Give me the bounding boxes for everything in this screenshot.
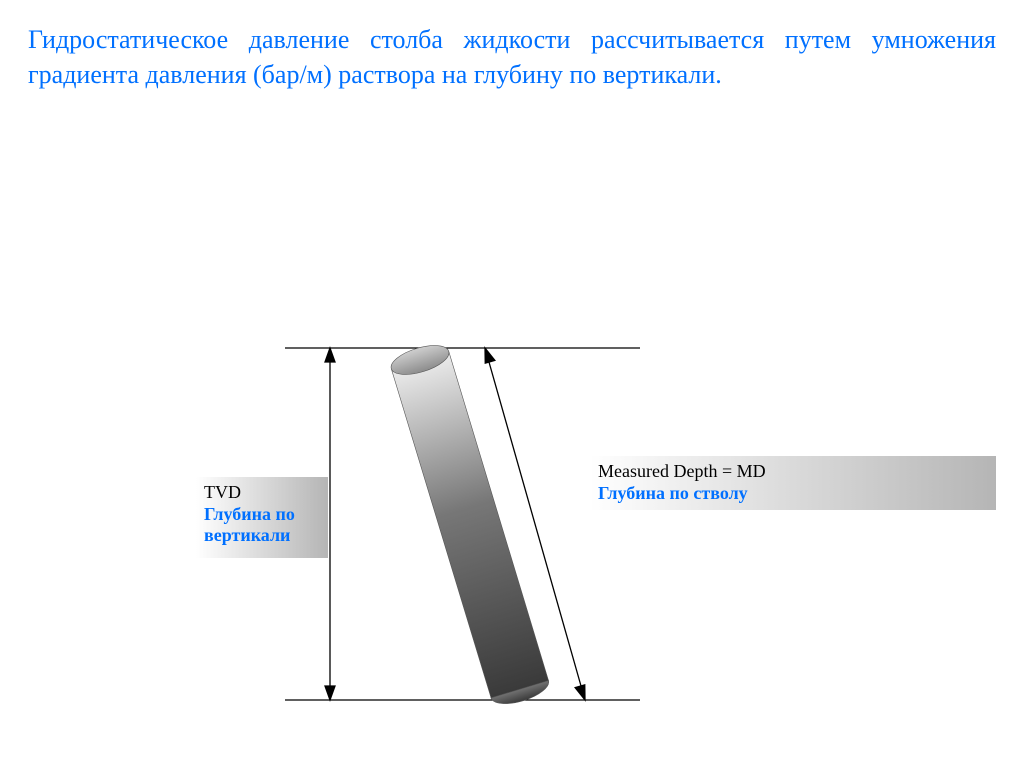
slide-root: Гидростатическое давление столба жидкост…: [0, 0, 1024, 768]
diagram-svg: [0, 0, 1024, 768]
md-label-en: Measured Depth = MD: [598, 461, 988, 483]
tvd-label-en: TVD: [204, 482, 320, 504]
md-label-ru: Глубина по стволу: [598, 483, 988, 505]
cylinder: [388, 340, 552, 710]
tvd-label-box: TVD Глубина по вертикали: [196, 477, 328, 558]
tvd-label-ru: Глубина по вертикали: [204, 504, 320, 547]
md-label-box: Measured Depth = MD Глубина по стволу: [590, 456, 996, 510]
